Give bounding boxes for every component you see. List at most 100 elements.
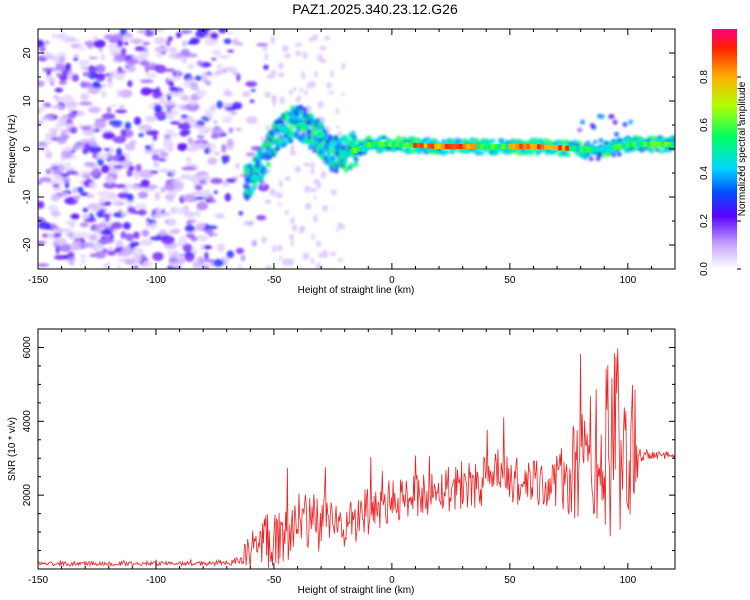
noise-blob (179, 253, 184, 257)
noise-blob (266, 74, 273, 79)
noise-blob (304, 202, 312, 210)
noise-blob (311, 234, 315, 240)
noise-blob (335, 228, 340, 233)
noise-blob (200, 243, 205, 251)
ridge-core-cell (675, 142, 680, 147)
noise-blob (262, 45, 267, 52)
noise-blob (122, 34, 130, 41)
noise-blob (124, 121, 132, 130)
ridge-core-cell (381, 141, 386, 147)
noise-blob (211, 49, 222, 56)
colorbar-tick-label: 0.8 (699, 70, 710, 84)
noise-blob (293, 86, 297, 92)
noise-blob (123, 41, 129, 46)
noise-blob (69, 126, 78, 134)
noise-blob (245, 116, 258, 124)
noise-blob (291, 224, 298, 232)
noise-blob (142, 260, 153, 269)
noise-blob (106, 75, 113, 84)
x-tick-label: 100 (619, 275, 636, 286)
ridge-blob (577, 127, 583, 133)
noise-blob (89, 253, 98, 258)
ridge-blob (434, 139, 440, 144)
noise-blob (58, 80, 67, 85)
noise-blob (51, 104, 65, 110)
ridge-blob (260, 172, 266, 179)
ridge-core-cell (632, 141, 638, 147)
noise-blob (150, 29, 165, 33)
noise-blob (38, 200, 45, 209)
noise-blob (184, 254, 195, 262)
ridge-blob (265, 161, 271, 168)
ridge-core-cell (547, 144, 553, 150)
noise-blob (93, 120, 107, 129)
noise-blob (61, 69, 69, 76)
ridge-blob (352, 137, 358, 144)
ridge-core-cell (480, 144, 485, 150)
noise-blob (167, 191, 177, 196)
noise-blob (165, 110, 175, 120)
noise-blob (132, 265, 139, 269)
x-tick-label: -100 (146, 575, 166, 586)
noise-blob (73, 57, 79, 62)
noise-blob (226, 138, 234, 146)
noise-blob (80, 81, 93, 88)
noise-blob (135, 163, 142, 173)
noise-blob (80, 256, 86, 265)
noise-blob (93, 226, 103, 233)
noise-blob (196, 222, 205, 230)
noise-blob (246, 222, 253, 226)
noise-blob (226, 250, 235, 259)
ridge-peak (623, 136, 632, 143)
ridge-core-cell (600, 146, 606, 152)
ridge-core-cell (490, 144, 496, 150)
noise-blob (236, 42, 244, 46)
noise-blob (337, 131, 343, 136)
spectrogram-ylabel: Frequency (Hz) (7, 115, 18, 184)
noise-blob (271, 95, 277, 102)
noise-blob (194, 184, 203, 191)
noise-blob (175, 31, 182, 38)
noise-blob (181, 94, 190, 102)
ridge-peak (359, 146, 368, 152)
ridge-blob (529, 151, 535, 156)
noise-blob (92, 35, 99, 41)
noise-blob (61, 192, 68, 198)
noise-blob (272, 245, 277, 253)
noise-blob (315, 240, 322, 247)
noise-blob (53, 175, 64, 181)
noise-blob (159, 152, 169, 158)
noise-blob (115, 184, 128, 189)
ridge-blob (411, 136, 417, 141)
noise-blob (288, 89, 293, 96)
noise-blob (81, 242, 95, 248)
noise-blob (191, 219, 197, 223)
noise-blob (210, 177, 224, 184)
noise-blob (234, 175, 239, 180)
noise-blob (169, 207, 178, 214)
noise-blob (38, 263, 50, 267)
noise-blob (204, 252, 209, 260)
noise-blob (216, 243, 226, 252)
noise-blob (101, 237, 115, 244)
ridge-blob (395, 135, 401, 140)
noise-blob (210, 133, 220, 139)
noise-blob (218, 29, 227, 34)
noise-blob (160, 186, 166, 193)
ridge-blob (302, 106, 308, 113)
noise-blob (108, 43, 113, 51)
noise-blob (59, 73, 69, 81)
ridge-blob (357, 152, 363, 157)
noise-blob (177, 144, 188, 152)
noise-blob (185, 233, 195, 239)
noise-blob (210, 57, 217, 61)
noise-blob (70, 242, 81, 252)
ridge-core-cell (657, 141, 662, 147)
noise-blob (210, 32, 219, 40)
ridge-core-cell (434, 143, 439, 149)
noise-blob (184, 225, 196, 232)
noise-blob (188, 76, 195, 81)
noise-blob (116, 252, 130, 257)
ridge-blob (311, 128, 317, 135)
noise-blob (120, 128, 127, 137)
